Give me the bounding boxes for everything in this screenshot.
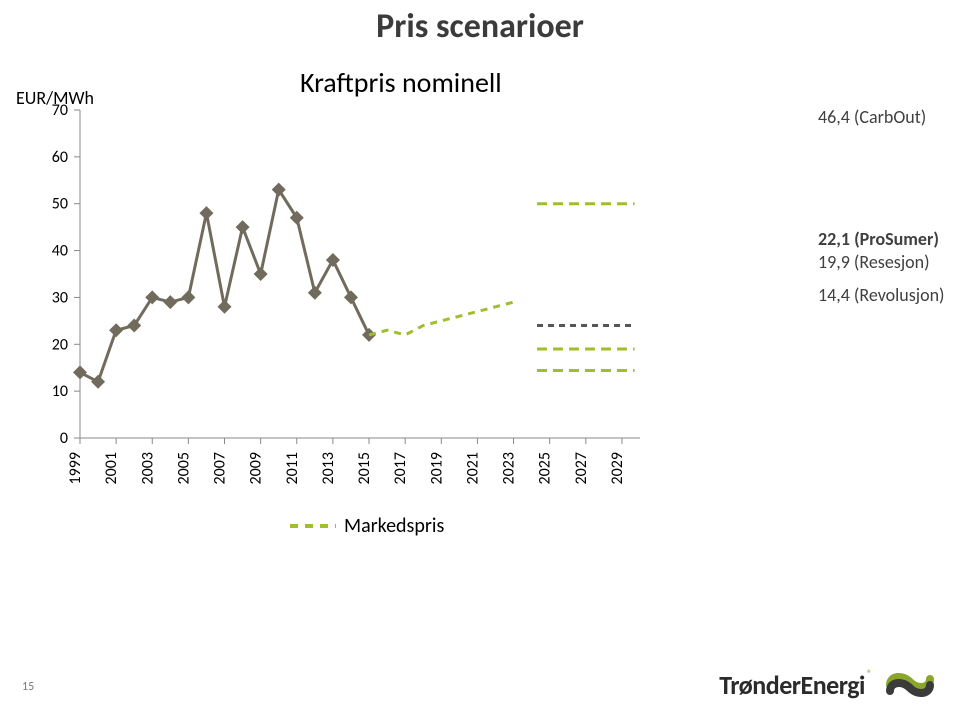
scenario-annotation: 22,1 (ProSumer) <box>818 228 939 250</box>
x-tick-label: 2011 <box>283 452 302 484</box>
brand: TrønderEnergi ® <box>719 668 938 702</box>
series-marker <box>109 323 123 337</box>
x-tick-label: 2013 <box>319 452 338 484</box>
x-tick-label: 2019 <box>427 452 446 484</box>
slide: Pris scenarioer Kraftpris nominellEUR/MW… <box>0 0 960 712</box>
x-tick-label: 1999 <box>66 452 85 484</box>
scenario-annotation: 19,9 (Resesjon) <box>818 251 930 273</box>
series-marker <box>236 220 250 234</box>
y-tick-label: 30 <box>52 288 68 307</box>
page-title: Pris scenarioer <box>0 6 960 47</box>
x-tick-label: 2007 <box>211 452 230 484</box>
series-marker <box>326 253 340 267</box>
x-tick-label: 2005 <box>174 452 193 484</box>
series-marker <box>73 365 87 379</box>
brand-reg-mark: ® <box>867 667 872 680</box>
y-tick-label: 10 <box>52 382 68 401</box>
series-marker <box>218 300 232 314</box>
series-marker <box>199 206 213 220</box>
kraftpris-chart: Kraftpris nominellEUR/MWh010203040506070… <box>10 62 930 582</box>
scenario-annotation: 14,4 (Revolusjon) <box>818 284 945 306</box>
brand-text: TrønderEnergi <box>719 669 865 701</box>
chart-title: Kraftpris nominell <box>300 65 502 100</box>
y-tick-label: 0 <box>60 429 68 448</box>
series-marker <box>254 267 268 281</box>
legend-label: Markedspris <box>344 514 444 538</box>
series-line <box>369 302 514 335</box>
x-tick-label: 2017 <box>391 452 410 484</box>
x-tick-label: 2003 <box>138 452 157 484</box>
series-marker <box>181 290 195 304</box>
x-tick-label: 2025 <box>536 452 555 484</box>
series-line <box>80 190 369 382</box>
series-marker <box>344 290 358 304</box>
x-tick-label: 2001 <box>102 452 121 484</box>
y-tick-label: 70 <box>52 101 68 120</box>
y-tick-label: 50 <box>52 195 68 214</box>
series-marker <box>163 295 177 309</box>
x-tick-label: 2027 <box>572 452 591 484</box>
y-tick-label: 20 <box>52 335 68 354</box>
y-tick-label: 40 <box>52 242 68 261</box>
scenario-annotation: 46,4 (CarbOut) <box>818 106 926 128</box>
series-marker <box>91 375 105 389</box>
series-marker <box>308 286 322 300</box>
x-tick-label: 2009 <box>247 452 266 484</box>
x-tick-label: 2021 <box>463 452 482 484</box>
page-number: 15 <box>22 680 34 694</box>
y-tick-label: 60 <box>52 148 68 167</box>
x-tick-label: 2023 <box>500 452 519 484</box>
chart-container: Kraftpris nominellEUR/MWh010203040506070… <box>10 62 930 582</box>
x-tick-label: 2029 <box>608 452 627 484</box>
x-tick-label: 2015 <box>355 452 374 484</box>
brand-logo-icon <box>882 668 938 702</box>
